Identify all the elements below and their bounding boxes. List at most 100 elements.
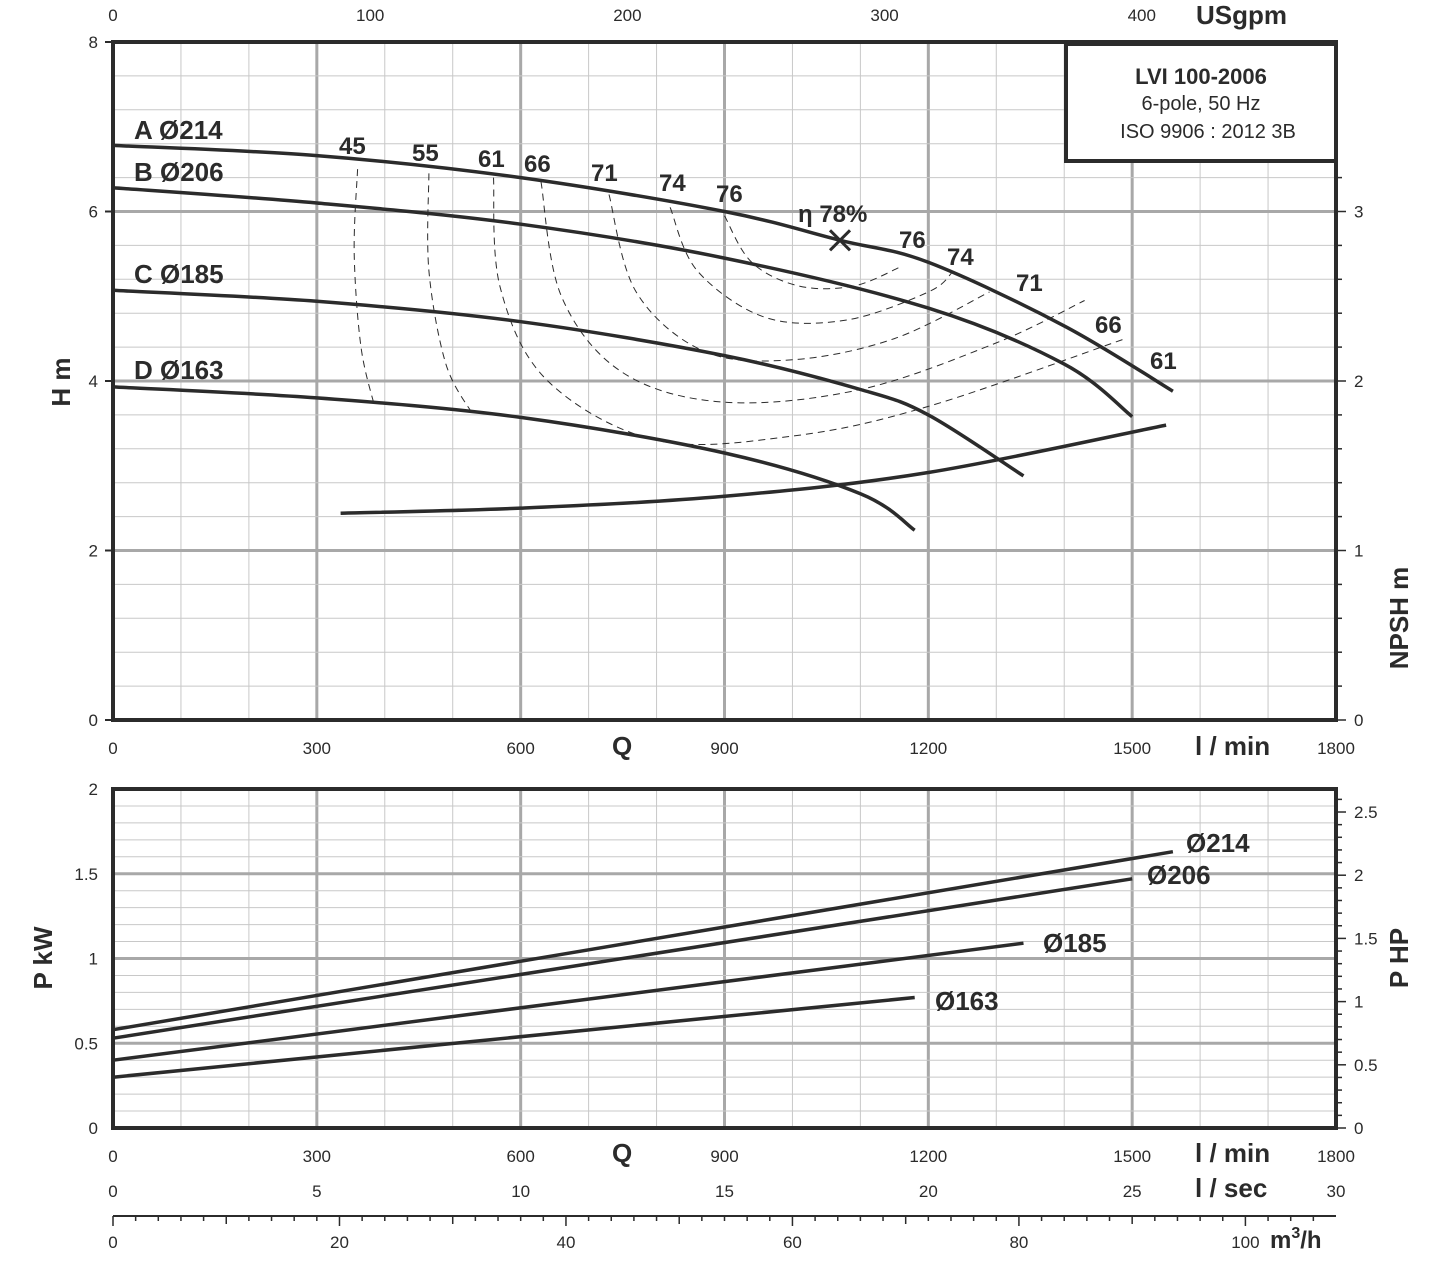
power-x-tick-label: 300 — [303, 1147, 331, 1166]
sec-tick-label: 10 — [511, 1182, 530, 1201]
head-plot — [111, 40, 1338, 722]
head-y-tick-label: 2 — [89, 542, 98, 561]
m3h-tick-label: 0 — [108, 1233, 117, 1252]
sec-tick-label: 5 — [312, 1182, 321, 1201]
series-label-b: B Ø206 — [134, 157, 224, 187]
head-y-tick-label: 6 — [89, 203, 98, 222]
npsh-tick-label: 0 — [1354, 711, 1363, 730]
hp-tick-label: 1 — [1354, 993, 1363, 1012]
info-box-line3: ISO 9906 : 2012 3B — [1120, 121, 1296, 143]
head-x-tick-label: 0 — [108, 739, 117, 758]
power-x-tick-label: 1200 — [909, 1147, 947, 1166]
top-tick-label: 400 — [1128, 6, 1156, 25]
eff-label-66: 66 — [524, 151, 551, 178]
power-label-163: Ø163 — [935, 986, 999, 1016]
efficiency-contour-45 — [353, 169, 376, 407]
eff-right-label-66: 66 — [1095, 312, 1122, 339]
power-m3h-unit-label: m3/h — [1270, 1225, 1322, 1254]
power-y-tick-label: 1 — [89, 950, 98, 969]
power-curve-d — [112, 995, 915, 1079]
head-curve-a — [112, 143, 1174, 393]
head-x-unit-label: l / min — [1195, 731, 1270, 761]
best-efficiency-marker — [828, 229, 852, 252]
top-tick-label: 200 — [613, 6, 641, 25]
series-label-a: A Ø214 — [134, 115, 223, 145]
sec-tick-label: 0 — [108, 1182, 117, 1201]
power-x-tick-label: 1500 — [1113, 1147, 1151, 1166]
info-box-line2: 6-pole, 50 Hz — [1142, 93, 1261, 115]
hp-tick-label: 2 — [1354, 866, 1363, 885]
npsh-tick-label: 2 — [1354, 372, 1363, 391]
head-curve-b — [112, 186, 1134, 418]
eff-best-label: η 78% — [798, 201, 867, 228]
sec-tick-label: 20 — [919, 1182, 938, 1201]
power-y-tick-label: 2 — [89, 780, 98, 799]
npsh-axis-label: NPSH m — [1384, 567, 1414, 670]
eff-label-76: 76 — [716, 181, 743, 208]
power-hp-axis-label: P HP — [1384, 928, 1414, 988]
head-x-q-label: Q — [612, 731, 632, 761]
eff-label-71: 71 — [591, 160, 618, 187]
power-x-q-label: Q — [612, 1138, 632, 1168]
power-curve-c — [112, 941, 1024, 1062]
eff-label-45: 45 — [339, 133, 366, 160]
efficiency-contour-74 — [669, 207, 953, 324]
power-x-tick-label: 0 — [108, 1147, 117, 1166]
power-label-185: Ø185 — [1043, 928, 1107, 958]
eff-right-label-76: 76 — [899, 227, 926, 254]
power-x-tick-label: 1800 — [1317, 1147, 1355, 1166]
eff-label-55: 55 — [412, 140, 439, 167]
hp-tick-label: 2.5 — [1354, 803, 1378, 822]
head-curve-d — [112, 385, 916, 532]
head-x-tick-label: 1500 — [1113, 739, 1151, 758]
top-axis-label: USgpm — [1196, 0, 1287, 30]
head-x-tick-label: 300 — [303, 739, 331, 758]
power-x-tick-label: 900 — [710, 1147, 738, 1166]
series-label-c: C Ø185 — [134, 259, 224, 289]
power-label-214: Ø214 — [1186, 828, 1250, 858]
npsh-tick-label: 3 — [1354, 203, 1363, 222]
head-x-tick-label: 1200 — [909, 739, 947, 758]
head-y-tick-label: 0 — [89, 711, 98, 730]
head-x-tick-label: 600 — [506, 739, 534, 758]
power-y-tick-label: 0 — [89, 1119, 98, 1138]
power-x-unit-label: l / min — [1195, 1138, 1270, 1168]
power-y-tick-label: 0.5 — [74, 1034, 98, 1053]
sec-tick-label: 25 — [1123, 1182, 1142, 1201]
info-box: LVI 100-2006 6-pole, 50 Hz ISO 9906 : 20… — [1064, 42, 1338, 163]
efficiency-contour-76 — [724, 215, 902, 290]
head-y-tick-label: 8 — [89, 33, 98, 52]
power-label-206: Ø206 — [1147, 860, 1211, 890]
head-y-tick-label: 4 — [89, 372, 98, 391]
info-box-model: LVI 100-2006 — [1135, 64, 1267, 89]
head-x-tick-label: 900 — [710, 739, 738, 758]
head-y-axis-label: H m — [46, 357, 76, 406]
npsh-tick-label: 1 — [1354, 542, 1363, 561]
head-x-tick-label: 1800 — [1317, 739, 1355, 758]
power-sec-unit-label: l / sec — [1195, 1173, 1267, 1203]
hp-tick-label: 0 — [1354, 1119, 1363, 1138]
top-tick-label: 0 — [108, 6, 117, 25]
hp-tick-label: 1.5 — [1354, 929, 1378, 948]
eff-label-74: 74 — [659, 170, 686, 197]
m3h-tick-label: 60 — [783, 1233, 802, 1252]
efficiency-contour-66 — [540, 181, 1085, 404]
power-y-axis-label: P kW — [28, 926, 58, 990]
efficiency-contour-61 — [493, 177, 1126, 446]
m3h-tick-label: 20 — [330, 1233, 349, 1252]
power-curve-b — [112, 877, 1133, 1040]
efficiency-contour-55 — [427, 173, 474, 416]
eff-right-label-74: 74 — [947, 244, 974, 271]
top-tick-label: 300 — [870, 6, 898, 25]
power-plot — [111, 787, 1338, 1130]
top-tick-label: 100 — [356, 6, 384, 25]
power-y-tick-label: 1.5 — [74, 865, 98, 884]
power-curve-a — [112, 849, 1174, 1032]
eff-right-label-71: 71 — [1016, 270, 1043, 297]
power-x-tick-label: 600 — [506, 1147, 534, 1166]
power-grid — [111, 787, 1338, 1130]
eff-label-61: 61 — [478, 146, 505, 173]
eff-right-label-61: 61 — [1150, 348, 1177, 375]
power-plot-frame — [111, 787, 1338, 1130]
